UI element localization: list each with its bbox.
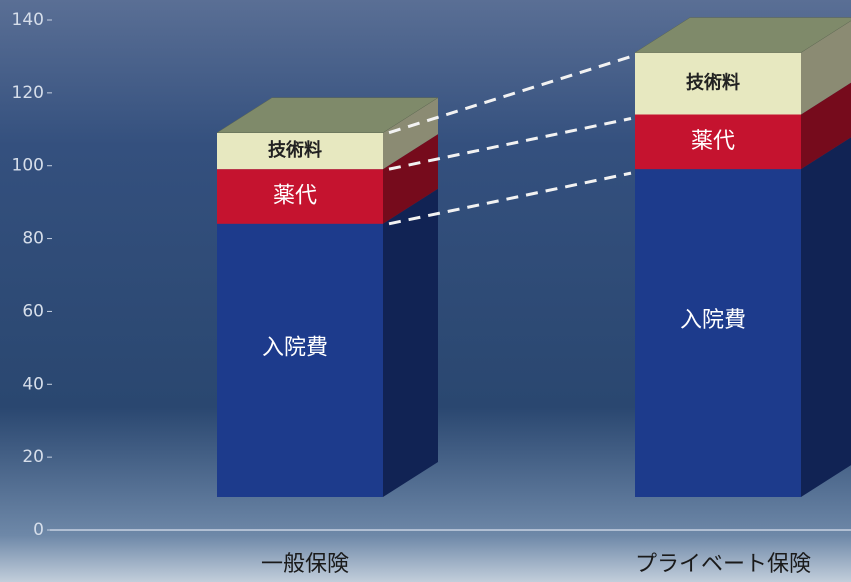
x-tick-label: 一般保険 — [261, 552, 349, 577]
bar-side — [801, 82, 851, 170]
y-tick-label: 140 — [12, 10, 44, 30]
bar-segment — [217, 169, 383, 224]
x-tick-label: プライベート保険 — [635, 552, 811, 577]
segment-label: 入院費 — [680, 308, 746, 333]
segment-label: 技術料 — [268, 139, 322, 161]
bar-segment — [217, 132, 383, 170]
bar-top — [216, 97, 439, 133]
bar-segment — [635, 169, 801, 497]
bar-side — [383, 188, 438, 498]
bar-side — [801, 20, 851, 115]
segment-label: 薬代 — [273, 183, 317, 208]
y-tick-label: 40 — [22, 374, 44, 394]
y-tick-label: 60 — [22, 301, 44, 321]
segment-label: 入院費 — [262, 335, 328, 360]
bar-segment — [217, 223, 383, 498]
bar-top — [634, 17, 851, 53]
connector — [388, 171, 632, 226]
y-tick-label: 80 — [22, 229, 44, 249]
connector — [388, 55, 632, 135]
segment-label: 技術料 — [686, 72, 740, 94]
bar-side — [801, 137, 851, 497]
y-tick-label: 120 — [12, 83, 44, 103]
bar-side — [383, 134, 438, 224]
y-tick-label: 20 — [22, 447, 44, 467]
y-tick-label: 0 — [33, 520, 44, 540]
y-tick-label: 100 — [12, 156, 44, 176]
segment-label: 薬代 — [691, 129, 735, 154]
bar-segment — [635, 52, 801, 115]
bar-side — [383, 97, 438, 170]
bar-segment — [635, 114, 801, 170]
connector — [388, 117, 632, 171]
